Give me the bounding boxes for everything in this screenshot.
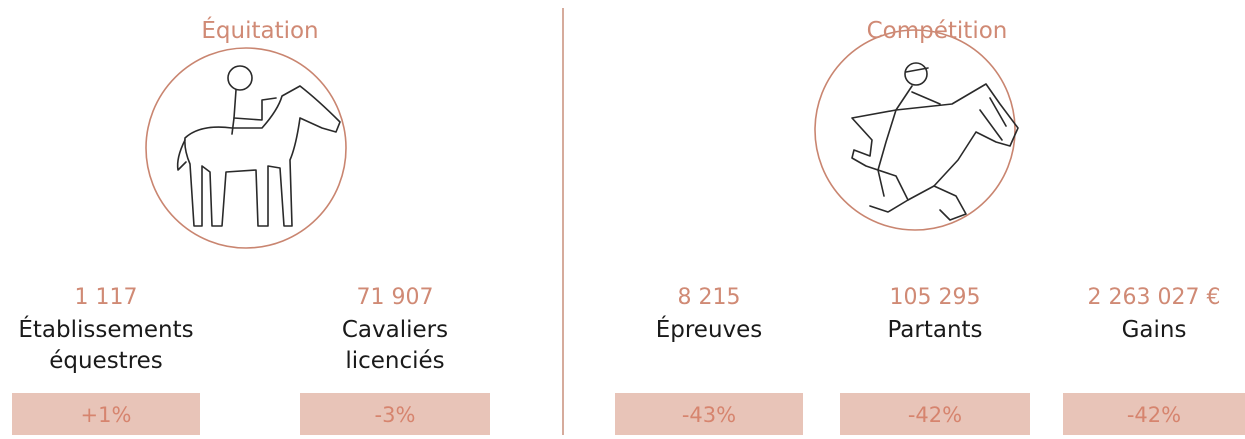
- stat-value: 2 263 027 €: [1088, 285, 1221, 310]
- stat-label: équestres: [49, 348, 163, 374]
- stat-change: -3%: [375, 403, 416, 427]
- stat-value: 105 295: [890, 285, 981, 310]
- stat-change: +1%: [81, 403, 132, 427]
- stat-label: Partants: [887, 317, 982, 343]
- section-title: Équitation: [201, 16, 318, 44]
- stat-value: 71 907: [357, 285, 434, 310]
- stat-value: 8 215: [678, 285, 741, 310]
- stat-change: -42%: [908, 403, 962, 427]
- page: {"sections": [ {"title": "Équitation", "…: [0, 0, 1245, 435]
- stat-change: -42%: [1127, 403, 1181, 427]
- stat-label: licenciés: [345, 348, 444, 374]
- horse-rider-icon: [178, 66, 340, 226]
- stat-change: -43%: [682, 403, 736, 427]
- icon-circle: [146, 48, 346, 248]
- stat-label: Épreuves: [656, 315, 763, 343]
- section-title: Compétition: [867, 18, 1008, 44]
- icon-circle: [815, 30, 1015, 230]
- stat-label: Gains: [1122, 317, 1187, 343]
- stat-label: Cavaliers: [342, 317, 448, 343]
- stat-value: 1 117: [75, 285, 138, 310]
- stat-label: Établissements: [18, 315, 193, 343]
- infographic: Équitation 1 117 Établissements équestres +1…: [0, 0, 1245, 435]
- jumping-horse-icon: [852, 63, 1018, 220]
